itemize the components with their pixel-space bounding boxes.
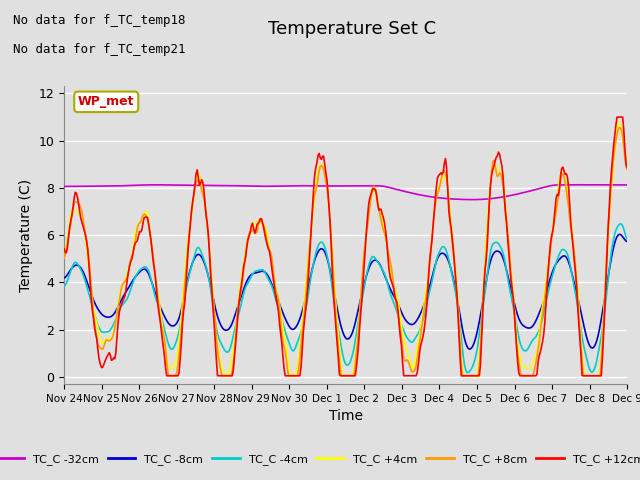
- Text: No data for f_TC_temp18: No data for f_TC_temp18: [13, 14, 186, 27]
- Text: WP_met: WP_met: [78, 96, 134, 108]
- Text: Temperature Set C: Temperature Set C: [268, 20, 436, 38]
- Y-axis label: Temperature (C): Temperature (C): [19, 179, 33, 292]
- X-axis label: Time: Time: [328, 409, 363, 423]
- Legend: TC_C -32cm, TC_C -8cm, TC_C -4cm, TC_C +4cm, TC_C +8cm, TC_C +12cm: TC_C -32cm, TC_C -8cm, TC_C -4cm, TC_C +…: [0, 450, 640, 469]
- Text: No data for f_TC_temp21: No data for f_TC_temp21: [13, 43, 186, 56]
